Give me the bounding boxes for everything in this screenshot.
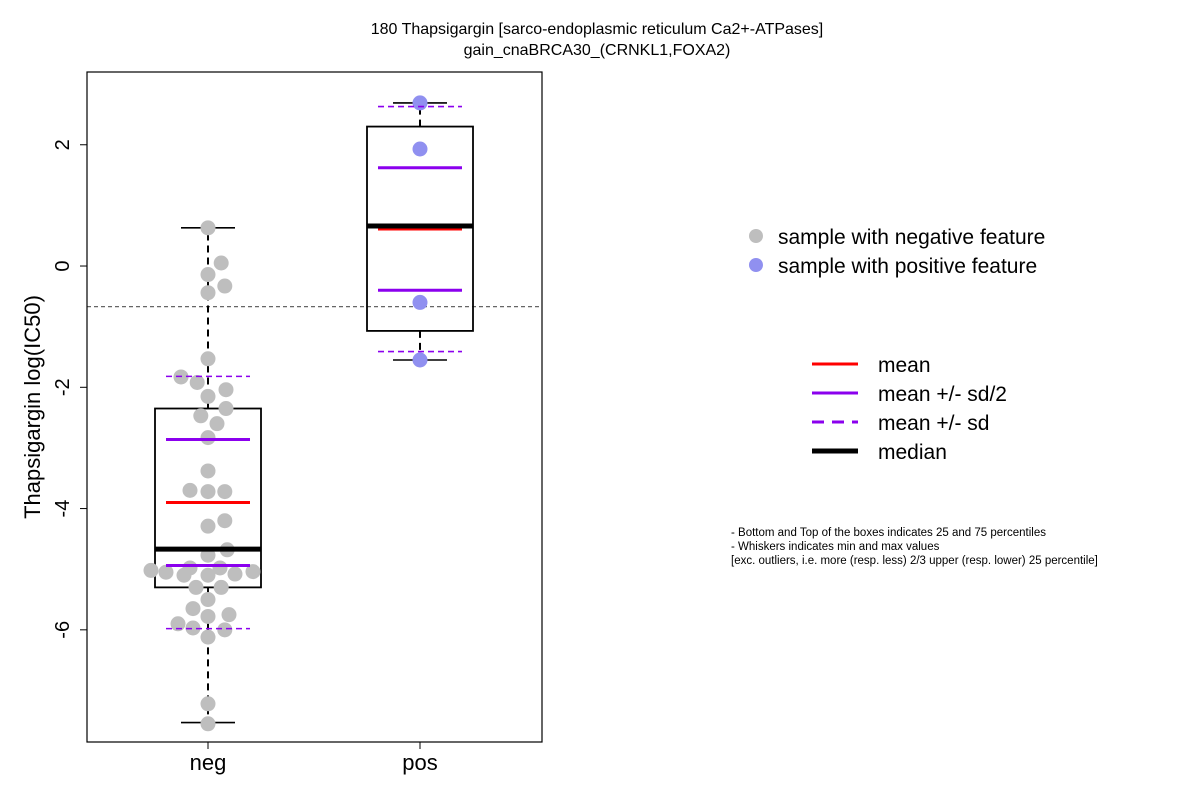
data-point-neg-14 <box>200 463 216 479</box>
box-neg <box>154 407 262 589</box>
data-point-neg-10 <box>218 401 234 417</box>
data-point-neg-3 <box>217 278 233 294</box>
y-tick-label: 0 <box>52 260 74 271</box>
note-line: [exc. outliers, i.e. more (resp. less) 2… <box>731 555 1098 567</box>
data-point-neg-7 <box>189 374 205 390</box>
data-point-neg-11 <box>193 408 209 424</box>
chart-title: 180 Thapsigargin [sarco-endoplasmic reti… <box>371 21 824 38</box>
data-point-neg-33 <box>185 601 201 617</box>
data-point-neg-30 <box>188 579 204 595</box>
data-point-neg-25 <box>158 564 174 580</box>
data-point-neg-15 <box>182 482 198 498</box>
data-point-neg-27 <box>200 567 216 583</box>
legend-line-label: mean <box>878 354 931 377</box>
data-point-neg-35 <box>200 608 216 624</box>
data-point-neg-12 <box>209 416 225 432</box>
data-point-neg-17 <box>217 484 233 500</box>
data-point-neg-36 <box>221 607 237 623</box>
plot-frame <box>86 71 543 743</box>
data-point-neg-34 <box>170 616 186 632</box>
data-point-neg-29 <box>245 564 261 580</box>
y-tick-label: -6 <box>52 621 74 639</box>
data-point-neg-19 <box>200 518 216 534</box>
data-point-neg-37 <box>185 620 201 636</box>
data-point-neg-39 <box>200 629 216 645</box>
y-tick-label: -4 <box>52 500 74 518</box>
data-point-neg-24 <box>143 562 159 578</box>
data-point-neg-32 <box>200 592 216 608</box>
data-point-neg-8 <box>218 382 234 398</box>
data-point-neg-9 <box>200 388 216 404</box>
legend-point-marker <box>749 258 763 272</box>
x-tick-label-pos: pos <box>402 750 437 775</box>
note-line: - Bottom and Top of the boxes indicates … <box>731 527 1046 539</box>
data-point-neg-38 <box>217 622 233 638</box>
data-point-neg-5 <box>200 351 216 367</box>
data-point-neg-0 <box>200 220 216 236</box>
data-point-pos-2 <box>412 294 428 310</box>
y-tick-label: 2 <box>52 139 74 150</box>
data-point-neg-1 <box>213 255 229 271</box>
data-point-pos-0 <box>412 95 428 111</box>
chart-subtitle: gain_cnaBRCA30_(CRNKL1,FOXA2) <box>464 42 731 59</box>
legend-line-label: median <box>878 441 947 464</box>
legend-point-label: sample with negative feature <box>778 226 1045 249</box>
box-pos <box>366 125 474 332</box>
data-point-pos-1 <box>412 141 428 157</box>
data-point-neg-4 <box>200 285 216 301</box>
y-tick-label: -2 <box>52 378 74 396</box>
legend-line-label: mean +/- sd <box>878 412 989 435</box>
legend-line-label: mean +/- sd/2 <box>878 383 1007 406</box>
data-point-pos-3 <box>412 352 428 368</box>
data-point-neg-41 <box>200 716 216 732</box>
data-point-neg-40 <box>200 696 216 712</box>
data-point-neg-28 <box>227 566 243 582</box>
legend-point-label: sample with positive feature <box>778 255 1037 278</box>
legend: sample with negative feature sample with … <box>749 226 1045 464</box>
x-tick-label-neg: neg <box>190 750 227 775</box>
data-point-neg-18 <box>217 513 233 529</box>
data-point-neg-16 <box>200 484 216 500</box>
data-point-neg-31 <box>213 579 229 595</box>
data-point-neg-13 <box>200 430 216 446</box>
data-point-neg-26 <box>176 567 192 583</box>
y-axis-label: Thapsigargin log(IC50) <box>20 295 45 519</box>
data-point-neg-2 <box>200 267 216 283</box>
note-line: - Whiskers indicates min and max values <box>731 541 940 553</box>
legend-point-marker <box>749 229 763 243</box>
notes: - Bottom and Top of the boxes indicates … <box>731 527 1098 567</box>
plot-area: neg pos -6 -4 -2 0 2 <box>52 71 543 775</box>
